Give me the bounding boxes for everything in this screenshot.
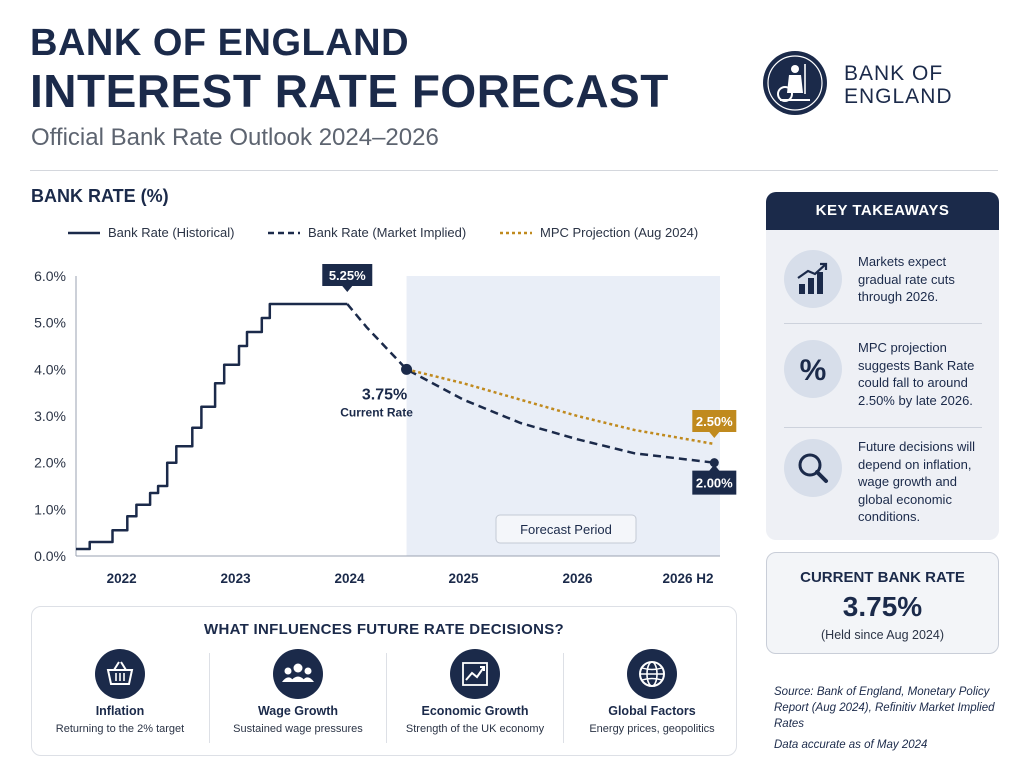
x-tick-label: 2023 [221, 571, 252, 586]
takeaway-item: Future decisions will depend on inflatio… [766, 436, 999, 526]
influences-title: WHAT INFLUENCES FUTURE RATE DECISIONS? [203, 621, 564, 638]
market-implied-line [346, 303, 715, 464]
current-rate-label: CURRENT BANK RATE [800, 569, 965, 586]
britannia-seal-icon [763, 51, 827, 115]
influence-item-wage-growth: Wage Growth Sustained wage pressures [210, 645, 386, 751]
y-tick-label: 3.0% [34, 408, 66, 424]
market-end-callout [692, 464, 737, 495]
market-end-label: 2.00% [696, 476, 733, 491]
x-tick-label: 2026 [562, 571, 593, 586]
influence-desc: Strength of the UK economy [405, 723, 545, 735]
y-tick-label: 1.0% [34, 501, 66, 517]
source-note: Source: Bank of England, Monetary Policy… [774, 686, 995, 730]
header-divider [30, 170, 998, 171]
influence-desc: Returning to the 2% target [55, 723, 185, 735]
x-tick-label: 2025 [449, 571, 480, 586]
page-title-line2: INTEREST RATE FORECAST [30, 65, 669, 117]
legend-label-historical: Bank Rate (Historical) [108, 225, 235, 240]
y-tick-label: 4.0% [34, 361, 66, 377]
takeaway-divider [784, 323, 982, 324]
takeaway-divider [784, 427, 982, 428]
magnifier-icon [784, 439, 842, 497]
influence-desc: Energy prices, geopolitics [589, 723, 715, 735]
logo-text-line1: BANK OF [844, 62, 944, 85]
logo-text-line2: ENGLAND [844, 85, 953, 108]
forecast-period-badge [495, 514, 637, 544]
key-takeaways-panel: KEY TAKEAWAYS Markets expect gradual rat… [766, 192, 999, 540]
x-tick-label: 2024 [335, 571, 366, 586]
page-title-line1: BANK OF ENGLAND [30, 22, 410, 64]
chart-title: BANK RATE (%) [31, 186, 169, 206]
influence-item-global-factors: Global Factors Energy prices, geopolitic… [564, 645, 740, 751]
y-tick-label: 6.0% [34, 268, 66, 284]
influence-divider [386, 653, 387, 743]
basket-icon [95, 649, 145, 699]
influences-panel: WHAT INFLUENCES FUTURE RATE DECISIONS? I… [31, 606, 737, 756]
y-tick-label: 2.0% [34, 455, 66, 471]
influence-item-economic-growth: Economic Growth Strength of the UK econo… [387, 645, 563, 751]
globe-icon [627, 649, 677, 699]
influence-divider [563, 653, 564, 743]
influence-desc: Sustained wage pressures [233, 723, 363, 735]
legend-swatch-dashed [268, 231, 300, 235]
peak-rate-label: 5.25% [329, 268, 366, 283]
current-rate-value-label: 3.75% [362, 386, 407, 403]
current-rate-caption: Current Rate [340, 405, 413, 419]
x-tick-label: 2026 H2 [662, 571, 713, 586]
svg-text:%: % [800, 354, 827, 387]
mpc-end-label: 2.50% [696, 414, 733, 429]
peak-rate-callout [322, 264, 373, 292]
forecast-period-label: Forecast Period [520, 522, 612, 537]
page-subtitle: Official Bank Rate Outlook 2024–2026 [31, 124, 439, 151]
legend-label-mpc: MPC Projection (Aug 2024) [540, 225, 699, 240]
current-rate-marker [401, 363, 413, 375]
influence-divider [209, 653, 210, 743]
key-takeaways-header: KEY TAKEAWAYS [766, 192, 999, 230]
current-rate-value: 3.75% [842, 591, 923, 622]
people-icon [273, 649, 323, 699]
takeaway-text: Markets expect gradual rate cuts through… [858, 254, 955, 304]
influence-name: Economic Growth [421, 704, 529, 718]
takeaway-item: Markets expect gradual rate cuts through… [766, 248, 999, 318]
takeaway-text: Future decisions will depend on inflatio… [858, 439, 976, 524]
bank-rate-chart: 0.0% 1.0% 2.0% 3.0% 4.0% 5.0% 6.0% 2022 2023 2024… [34, 264, 737, 586]
takeaway-item: % MPC projection suggests Bank Rate coul… [766, 335, 999, 415]
forecast-period-shading [406, 276, 720, 556]
bank-of-england-logo: BANK OF ENGLAND [762, 50, 962, 116]
legend-label-market: Bank Rate (Market Implied) [308, 225, 467, 240]
y-tick-label: 5.0% [34, 315, 66, 331]
market-end-marker [709, 458, 719, 468]
influence-item-inflation: Inflation Returning to the 2% target [32, 645, 208, 751]
influence-name: Wage Growth [257, 704, 339, 718]
takeaway-text: MPC projection suggests Bank Rate could … [858, 340, 975, 408]
growth-chart-icon [450, 649, 500, 699]
bar-chart-growth-icon [784, 250, 842, 308]
mpc-end-callout [692, 410, 737, 438]
influence-name: Global Factors [608, 704, 696, 718]
mpc-projection-line [406, 368, 715, 446]
current-rate-note: (Held since Aug 2024) [821, 628, 944, 642]
historical-rate-line [76, 302, 348, 551]
legend-swatch-solid [68, 231, 100, 235]
x-tick-label: 2022 [107, 571, 137, 586]
data-accuracy-note: Data accurate as of May 2024 [774, 739, 928, 751]
legend-swatch-dotted [500, 231, 532, 235]
current-bank-rate-card: CURRENT BANK RATE 3.75% (Held since Aug … [766, 552, 999, 654]
y-tick-label: 0.0% [34, 548, 66, 564]
percent-icon: % [784, 340, 842, 398]
influence-name: Inflation [95, 704, 145, 718]
